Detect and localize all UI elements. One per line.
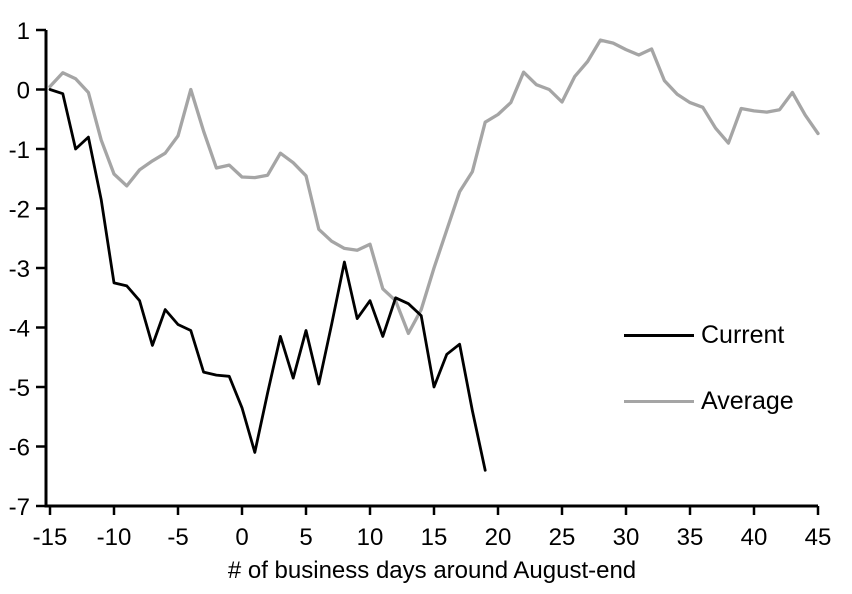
x-tick-label: -5 [167,524,188,551]
x-tick-label: 25 [549,524,576,551]
x-tick-label: -10 [97,524,132,551]
y-tick-label: -1 [9,137,30,164]
x-tick-label: 5 [299,524,312,551]
x-axis-title: # of business days around August-end [228,557,636,584]
current-series-line [48,88,487,472]
y-tick-label: 1 [17,18,30,45]
y-tick-label: -5 [9,375,30,402]
y-tick-label: -6 [9,435,30,462]
y-tick-label: 0 [17,78,30,105]
x-tick-label: 20 [485,524,512,551]
legend-item-average: Average [624,386,794,416]
x-tick-label: 30 [613,524,640,551]
x-tick-label: 0 [235,524,248,551]
average-line-swatch [624,399,694,403]
y-tick-label: -7 [9,494,30,521]
legend-label-current: Current [701,321,785,349]
x-tick-label: 15 [421,524,448,551]
current-line-swatch [624,333,694,337]
average-series-line [48,38,820,336]
x-tick-label: 35 [677,524,704,551]
x-tick-label: 45 [805,524,832,551]
x-tick-label: -15 [33,524,68,551]
x-tick-label: 40 [741,524,768,551]
legend-item-current: Current [624,320,784,350]
x-tick-label: 10 [357,524,384,551]
legend-label-average: Average [701,387,794,415]
y-tick-label: -3 [9,256,30,283]
y-tick-label: -2 [9,197,30,224]
y-tick-label: -4 [9,316,30,343]
